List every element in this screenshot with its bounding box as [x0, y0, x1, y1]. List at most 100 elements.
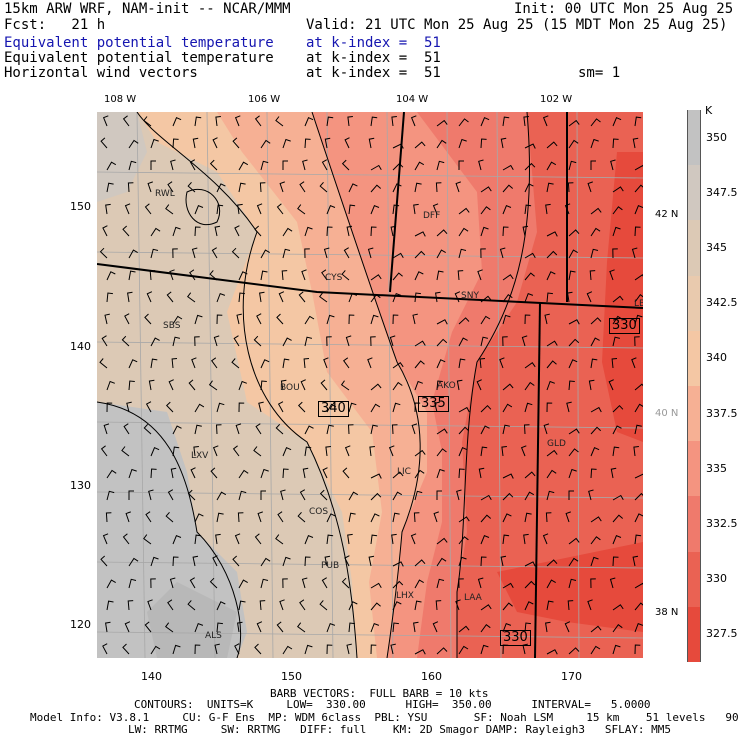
wind-barb: [259, 291, 265, 303]
colorbar-label: 350: [706, 130, 727, 144]
wind-barb: [502, 336, 508, 347]
colorbar-swatch: [687, 496, 701, 552]
wind-barb: [150, 556, 159, 567]
wind-barb: [458, 138, 467, 149]
wind-barb: [194, 534, 202, 545]
wind-barb: [392, 471, 404, 479]
wind-barb: [260, 578, 269, 589]
wind-barb: [612, 138, 619, 149]
wind-barb: [634, 582, 643, 589]
contour-label: 330: [609, 318, 640, 334]
wind-barb: [257, 511, 263, 523]
wind-barb: [370, 513, 380, 523]
wind-barb: [124, 203, 131, 215]
wind-barb: [238, 380, 247, 391]
contours: [97, 112, 531, 658]
wind-barb: [609, 269, 615, 281]
wind-barb: [634, 314, 643, 325]
city-label: LIC: [397, 467, 411, 477]
wind-barb: [282, 468, 289, 479]
wind-barb: [546, 649, 558, 655]
wind-barb: [414, 380, 423, 391]
wind-barb: [99, 247, 108, 259]
wind-barb: [502, 116, 510, 127]
wind-barb: [237, 512, 244, 523]
wind-barb: [128, 557, 139, 567]
wind-barb: [260, 557, 271, 567]
wind-barb: [456, 489, 462, 501]
wind-barb: [260, 380, 267, 391]
wind-barb: [612, 604, 624, 611]
wind-barb: [546, 490, 555, 501]
wind-barb: [634, 164, 643, 171]
wind-barb: [524, 580, 536, 589]
wind-barb: [414, 559, 426, 567]
wind-barb: [105, 512, 112, 523]
wind-barb: [568, 647, 580, 655]
wind-barb: [458, 406, 470, 413]
wind-barb: [392, 143, 404, 149]
fill-327-south: [497, 542, 643, 632]
wind-barb: [279, 181, 285, 193]
wind-barb: [456, 379, 463, 391]
wind-barb: [545, 512, 552, 523]
wind-barb: [232, 137, 240, 149]
wind-barb: [238, 292, 245, 303]
wind-barb: [634, 226, 641, 237]
wind-barb: [275, 423, 284, 435]
wind-barb: [434, 401, 440, 413]
wind-barb: [231, 247, 240, 259]
wind-barb: [568, 119, 580, 127]
wind-barb: [523, 116, 529, 127]
wind-barb: [128, 270, 136, 281]
wind-barb: [128, 468, 137, 479]
contour-label: 340: [318, 401, 349, 417]
wind-barb: [238, 579, 248, 589]
wind-barb: [194, 644, 201, 655]
wind-barb: [172, 535, 182, 545]
wind-barb: [282, 358, 290, 369]
init-time: Init: 00 UTC Mon 25 Aug 25: [514, 1, 734, 17]
wind-barb: [413, 203, 419, 215]
wind-barb: [348, 491, 359, 501]
wind-barb: [209, 270, 218, 281]
wind-barb: [304, 644, 313, 655]
wind-barb: [568, 359, 578, 369]
wind-barb: [392, 601, 402, 611]
wind-barb: [414, 600, 422, 611]
y-tick-140: 140: [70, 340, 91, 353]
wind-barb: [302, 159, 308, 171]
wind-barb: [369, 446, 375, 457]
wind-barb: [238, 402, 245, 413]
wind-barb: [189, 269, 196, 281]
wind-barb: [502, 602, 513, 611]
wind-barb: [612, 336, 621, 347]
wind-barb: [477, 577, 484, 589]
wind-barb: [189, 577, 196, 589]
wind-barb: [612, 186, 624, 193]
wind-barb: [435, 182, 442, 193]
wind-barb: [458, 536, 469, 545]
wind-barb: [172, 556, 179, 567]
field1-name: Equivalent potential temperature: [4, 35, 274, 51]
wind-barb: [524, 183, 534, 193]
wind-barb: [436, 380, 443, 391]
wind-barb: [480, 315, 491, 325]
wind-barb: [411, 423, 418, 435]
wind-barb: [436, 647, 448, 655]
wind-barb: [344, 555, 350, 567]
wind-barb: [123, 423, 130, 435]
wind-barb: [568, 578, 577, 589]
wind-barb: [414, 292, 421, 303]
wind-barb: [166, 291, 174, 303]
lon-label-104w: 104 W: [396, 94, 429, 105]
wind-barb: [348, 314, 355, 325]
wind-barb: [214, 225, 221, 237]
wind-barb: [546, 292, 553, 303]
wind-barb: [457, 270, 464, 281]
wind-barb: [169, 269, 175, 281]
wind-barb: [122, 115, 130, 127]
city-label: ALS: [205, 631, 222, 641]
wind-barb: [208, 380, 218, 391]
wind-barb: [277, 401, 284, 413]
